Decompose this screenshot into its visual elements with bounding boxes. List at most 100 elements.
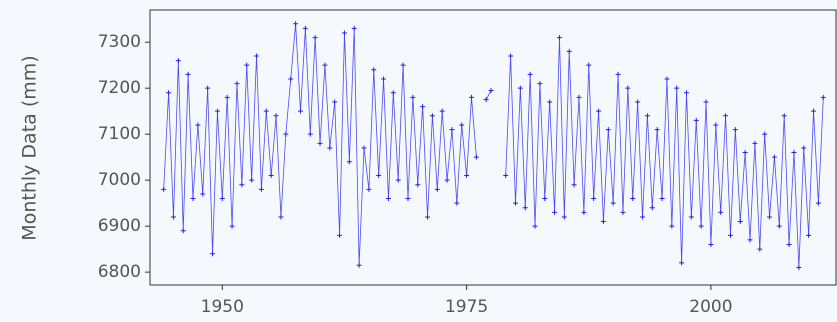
data-point (405, 196, 411, 202)
data-point (630, 196, 636, 202)
data-point (815, 200, 821, 206)
data-point (527, 71, 533, 77)
data-point (483, 97, 489, 103)
data-point (683, 90, 689, 96)
data-point (229, 223, 235, 229)
y-tick-label: 6900 (98, 216, 141, 236)
data-point (615, 71, 621, 77)
data-point (586, 62, 592, 68)
data-point (718, 209, 724, 215)
data-point (781, 113, 787, 119)
data-point (195, 122, 201, 128)
data-point (385, 196, 391, 202)
data-point (381, 76, 387, 82)
data-point (429, 113, 435, 119)
data-point (488, 87, 494, 93)
data-point (249, 177, 255, 183)
data-point (664, 76, 670, 82)
data-point (473, 154, 479, 160)
data-point (552, 209, 558, 215)
data-point (293, 21, 299, 27)
data-point (771, 154, 777, 160)
data-point (713, 122, 719, 128)
data-point (723, 113, 729, 119)
y-tick-label: 7200 (98, 78, 141, 98)
data-point (469, 94, 475, 100)
data-point (170, 214, 176, 220)
data-point (425, 214, 431, 220)
data-point (811, 108, 817, 114)
x-tick-label: 2000 (689, 297, 732, 317)
data-point (263, 108, 269, 114)
y-tick-label: 6800 (98, 262, 141, 282)
data-point (737, 219, 743, 225)
data-point (346, 159, 352, 165)
data-point (742, 150, 748, 156)
data-point (776, 223, 782, 229)
data-point (698, 223, 704, 229)
data-point (161, 186, 167, 192)
data-point (757, 246, 763, 252)
data-point (254, 53, 260, 59)
data-point (273, 113, 279, 119)
data-point (322, 62, 328, 68)
data-point (224, 94, 230, 100)
data-point (688, 214, 694, 220)
data-point (395, 177, 401, 183)
data-point (366, 186, 372, 192)
data-point (234, 81, 240, 87)
data-point (762, 131, 768, 137)
data-point (244, 62, 250, 68)
data-point (283, 131, 289, 137)
data-point (361, 145, 367, 151)
y-tick-label: 7100 (98, 124, 141, 144)
data-point (351, 25, 357, 31)
data-point (205, 85, 211, 91)
data-point (581, 209, 587, 215)
data-point (556, 35, 562, 41)
data-point (185, 71, 191, 77)
data-point (356, 262, 362, 268)
data-point (268, 173, 274, 179)
data-point (449, 127, 455, 133)
data-point (341, 30, 347, 36)
data-point (508, 53, 514, 59)
y-axis-label: Monthly Data (mm) (19, 55, 41, 240)
data-point (620, 209, 626, 215)
data-point (420, 104, 426, 110)
data-point (434, 186, 440, 192)
data-point (210, 251, 216, 257)
data-point (732, 127, 738, 133)
data-point (337, 232, 343, 238)
data-point (302, 25, 308, 31)
data-point (307, 131, 313, 137)
data-point (464, 173, 470, 179)
data-point (610, 200, 616, 206)
data-point (459, 122, 465, 128)
data-point (625, 85, 631, 91)
data-point (596, 108, 602, 114)
data-point (415, 182, 421, 188)
data-point (605, 127, 611, 133)
data-point (669, 223, 675, 229)
data-point (791, 150, 797, 156)
data-point (332, 99, 338, 105)
data-point (297, 108, 303, 114)
data-point (312, 35, 318, 41)
data-point (703, 99, 709, 105)
data-point (806, 232, 812, 238)
data-point (288, 76, 294, 82)
x-tick-label: 1975 (445, 297, 488, 317)
data-point (512, 200, 518, 206)
data-point (820, 94, 826, 100)
data-point (454, 200, 460, 206)
data-point (801, 145, 807, 151)
data-point (591, 196, 597, 202)
data-point (190, 196, 196, 202)
data-point (786, 242, 792, 248)
data-point (410, 94, 416, 100)
data-point (747, 237, 753, 243)
data-point (517, 85, 523, 91)
